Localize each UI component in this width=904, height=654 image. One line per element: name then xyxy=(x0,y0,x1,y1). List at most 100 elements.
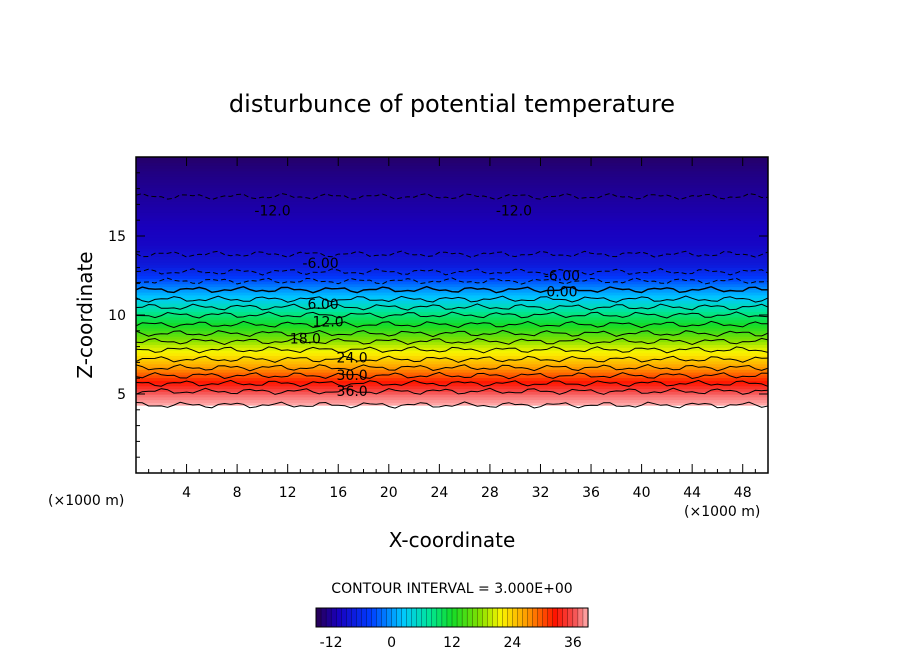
field-band xyxy=(136,396,768,401)
field-band xyxy=(136,242,768,246)
colorbar-cell xyxy=(572,607,579,628)
field-band xyxy=(136,247,768,252)
field-band xyxy=(136,267,768,271)
y-tick-label: 5 xyxy=(117,387,126,403)
colorbar-cell xyxy=(421,607,428,628)
colorbar-cell xyxy=(416,607,423,628)
contour-line xyxy=(136,320,768,329)
contour-line xyxy=(136,387,768,395)
contour-label: 24.0 xyxy=(337,351,368,367)
field-band xyxy=(136,349,768,354)
contour-label: 18.0 xyxy=(290,332,321,348)
contour-line xyxy=(136,355,768,363)
y-axis-label: Z-coordinate xyxy=(73,251,97,378)
field-band xyxy=(136,275,768,279)
colorbar-cell xyxy=(356,607,362,628)
contour-line xyxy=(136,250,768,258)
field-band xyxy=(136,322,768,326)
colorbar-frame xyxy=(315,607,589,628)
field-band xyxy=(136,363,768,368)
contour-labels: -12.0 -12.0-6.00-6.000.006.0012.018.024.0… xyxy=(254,204,580,400)
field-band xyxy=(136,311,768,315)
colorbar-cell xyxy=(557,607,564,628)
field-band xyxy=(136,278,768,282)
field-band xyxy=(136,192,768,197)
field-band xyxy=(136,184,768,188)
colorbar-cell xyxy=(396,607,403,628)
contour-line xyxy=(136,268,768,276)
colorbar-cell xyxy=(330,607,337,628)
field-band xyxy=(136,181,768,186)
field-band xyxy=(136,258,768,263)
colorbar-cell xyxy=(315,607,322,628)
field-band xyxy=(136,203,768,208)
field-band xyxy=(136,325,768,329)
colorbar-cell xyxy=(527,607,534,628)
contour-interval-text: CONTOUR INTERVAL = 3.000E+00 xyxy=(331,581,572,597)
field-band xyxy=(136,225,768,230)
y-tick-label: 10 xyxy=(108,308,126,324)
colorbar-cell xyxy=(335,607,342,628)
colorbar-cell xyxy=(492,607,498,628)
colorbar-cell xyxy=(411,607,418,628)
field-band xyxy=(136,402,768,406)
field-band xyxy=(136,281,768,285)
x-tick-label: 32 xyxy=(532,485,550,501)
contour-label: 12.0 xyxy=(313,314,344,330)
colorbar-ticks: -12 0 12 24 36 xyxy=(320,635,582,651)
colorbar-cell xyxy=(512,607,519,628)
contour-label: 30.0 xyxy=(337,368,368,384)
field-band xyxy=(136,303,768,307)
field-band xyxy=(136,283,768,288)
field-band xyxy=(136,399,768,403)
colorbar-cell xyxy=(441,607,448,628)
field-band xyxy=(136,239,768,244)
colorbar-cell xyxy=(456,607,463,628)
field-band xyxy=(136,187,768,191)
field-band xyxy=(136,385,768,390)
field-band xyxy=(136,223,768,227)
contour-lines xyxy=(136,192,768,409)
colorbar-cell xyxy=(537,607,544,628)
field-band xyxy=(136,190,768,194)
contour-line xyxy=(136,337,768,346)
contour-label: 36.0 xyxy=(337,384,368,400)
field-band xyxy=(136,383,768,387)
x-tick-label: 20 xyxy=(380,485,398,501)
colorbar-cell xyxy=(431,607,438,628)
contour-label: -6.00 xyxy=(544,269,580,285)
contour-label: 0.00 xyxy=(546,284,577,300)
contour-line xyxy=(136,371,768,380)
x-tick-label: 36 xyxy=(582,485,600,501)
contour-line xyxy=(136,363,768,372)
field-band xyxy=(136,231,768,235)
field-band xyxy=(136,294,768,299)
colorbar-cell xyxy=(346,607,352,628)
x-tick-label: 44 xyxy=(683,485,701,501)
field-band xyxy=(136,195,768,199)
contour-line xyxy=(136,379,768,388)
field-band xyxy=(136,250,768,255)
contour-line xyxy=(136,346,768,354)
field-band xyxy=(136,264,768,268)
contour-label: 6.00 xyxy=(307,297,338,313)
x-unit-label-left: (×1000 m) xyxy=(48,493,124,509)
colorbar-cell xyxy=(497,607,503,628)
contour-line xyxy=(136,295,768,303)
contour-line xyxy=(136,401,768,409)
field-band xyxy=(136,330,768,334)
field-band xyxy=(136,286,768,290)
colorbar-cell xyxy=(381,607,388,628)
colorbar-cell xyxy=(376,607,383,628)
colorbar-cell xyxy=(487,607,493,628)
colorbar xyxy=(315,607,589,628)
colorbar-tick-label: 12 xyxy=(443,635,461,651)
colorbar-cell xyxy=(391,607,398,628)
field-band xyxy=(136,179,768,183)
field-band xyxy=(136,308,768,312)
colorbar-cell xyxy=(577,607,584,628)
colorbar-cell xyxy=(567,607,574,628)
field-band xyxy=(136,236,768,241)
field-band xyxy=(136,347,768,351)
contour-line xyxy=(136,192,768,201)
